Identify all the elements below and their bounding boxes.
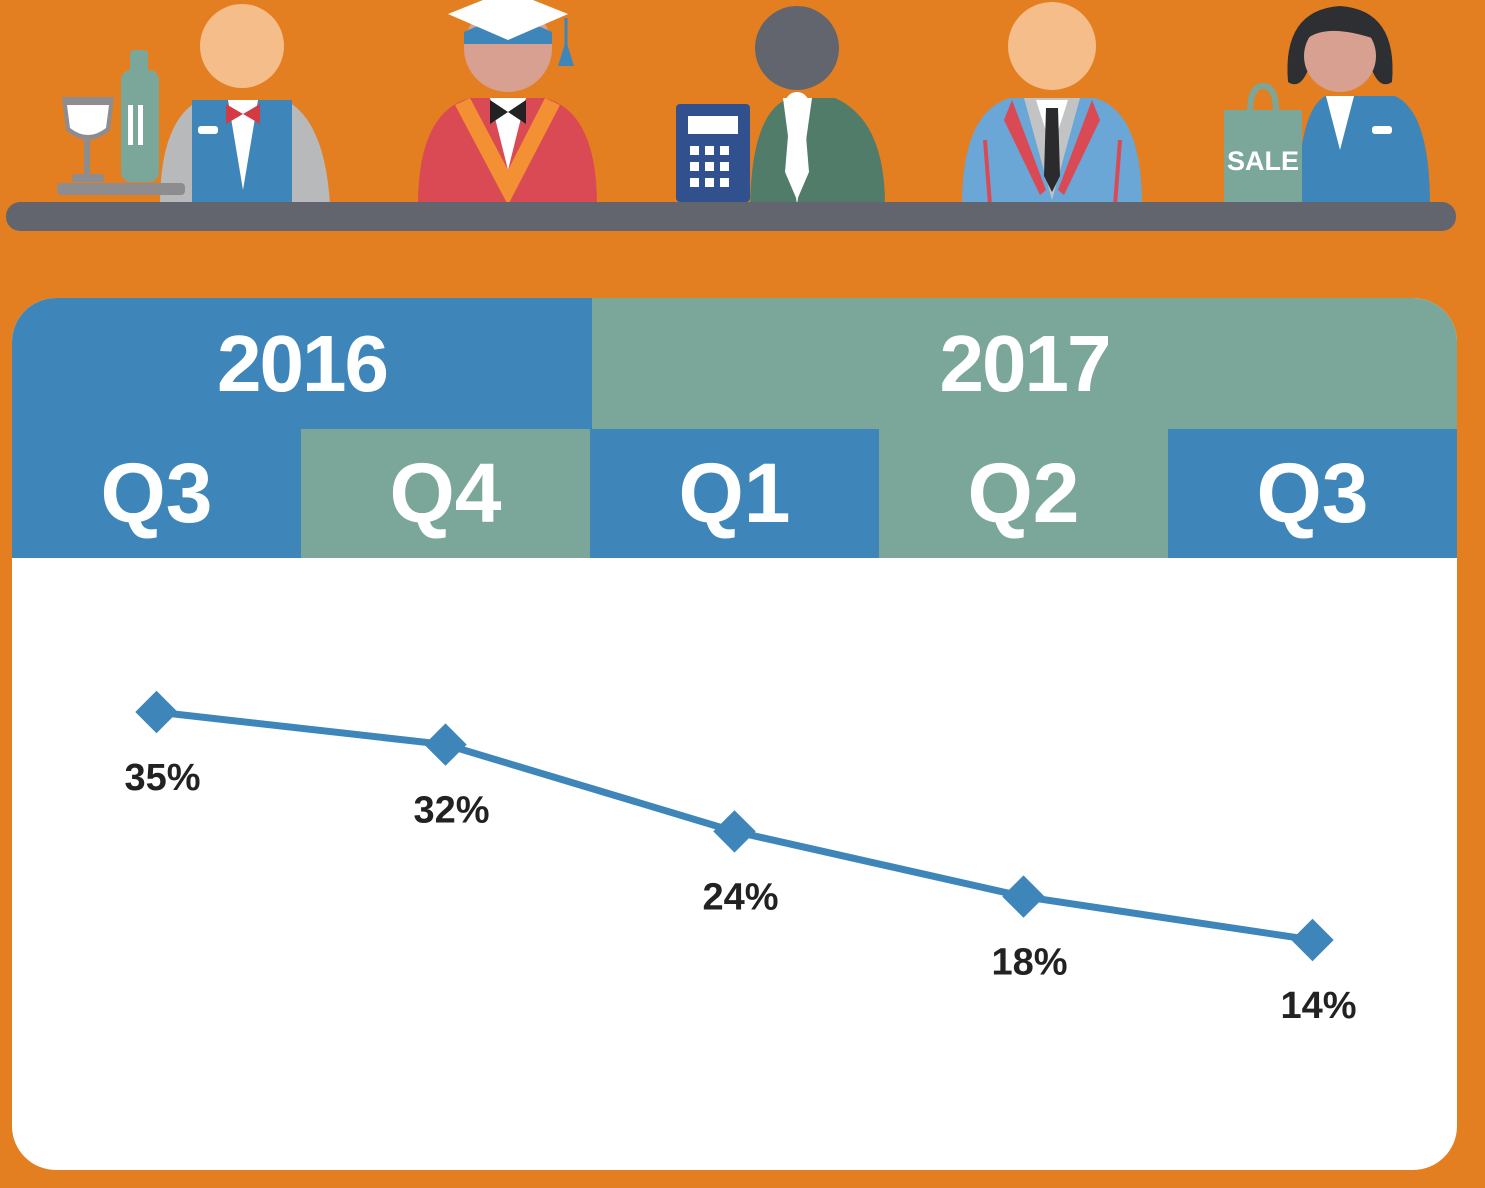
year-header-2017: 2017 xyxy=(592,298,1457,429)
quarter-header-q3-2016: Q3 xyxy=(12,429,301,558)
quarter-header-q1-2017: Q1 xyxy=(590,429,879,558)
data-label: 32% xyxy=(413,790,489,832)
data-point-marker xyxy=(1291,918,1334,962)
chart-panel: 2016 2017 Q3 Q4 Q1 Q2 Q3 35% 32% 24% 18% 14% xyxy=(12,298,1457,1170)
workers-illustration: SALE xyxy=(6,0,1456,231)
quarter-header-q3-2017: Q3 xyxy=(1168,429,1457,558)
counter-bar xyxy=(6,202,1456,231)
data-label: 24% xyxy=(702,876,778,918)
year-label: 2016 xyxy=(217,318,389,408)
businessman-icon xyxy=(962,2,1142,206)
saleswoman-icon: SALE xyxy=(1224,6,1430,205)
line-chart: 35% 32% 24% 18% 14% xyxy=(124,690,1357,1027)
data-point-marker xyxy=(424,723,467,766)
waiter-icon xyxy=(57,4,330,205)
accountant-icon xyxy=(676,6,885,205)
data-point-marker xyxy=(1002,875,1045,918)
graduate-icon xyxy=(418,0,597,205)
quarter-header-q2-2017: Q2 xyxy=(879,429,1168,558)
year-label: 2017 xyxy=(939,318,1112,408)
year-header-2016: 2016 xyxy=(12,298,592,429)
data-point-marker xyxy=(713,810,756,853)
quarter-header-q4-2016: Q4 xyxy=(301,429,590,558)
data-label: 18% xyxy=(991,942,1067,984)
data-label: 35% xyxy=(124,757,200,799)
data-label: 14% xyxy=(1280,985,1356,1027)
sale-sign-text: SALE xyxy=(1227,146,1299,176)
data-point-marker xyxy=(135,690,178,734)
